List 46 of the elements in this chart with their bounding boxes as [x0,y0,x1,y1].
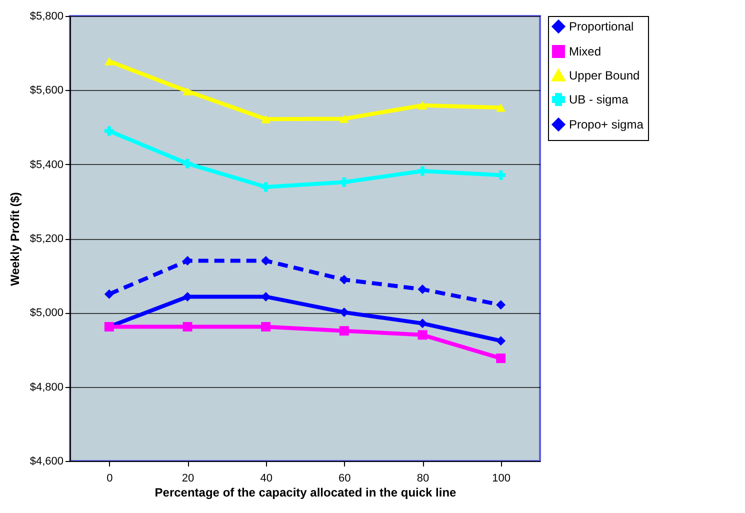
legend-label: Proportional [569,20,634,34]
point [418,166,428,176]
point [104,57,114,66]
point [496,300,506,310]
y-tick-label: $5,600 [30,84,64,97]
point [261,256,271,266]
legend-label: Mixed [569,44,602,58]
x-tick-label: 0 [106,472,113,484]
point [182,158,192,168]
x-tick-label: 40 [260,472,272,484]
legend-label: Propo+ sigma [569,118,644,132]
point [339,308,349,318]
point [261,322,271,332]
y-tick-label: $4,800 [30,381,64,394]
point [418,318,428,328]
point [182,87,192,96]
point [182,322,192,332]
point [339,274,349,284]
point [418,330,428,340]
point [496,103,506,112]
x-tick-label: 100 [492,472,511,484]
y-tick-label: $5,400 [30,158,64,171]
point [418,284,428,294]
point [104,126,114,136]
point [339,114,349,123]
x-tick-label: 60 [338,472,351,484]
x-axis-title: Percentage of the capacity allocated in the quick line [154,486,457,500]
point [261,182,271,192]
point [182,256,192,266]
y-tick-label: $5,800 [30,10,64,22]
point [339,326,349,336]
legend-label: UB - sigma [569,92,629,106]
y-tick-label: $5,200 [30,233,64,245]
x-tick-label: 20 [182,472,194,484]
y-axis-title: Weekly Profit ($) [8,192,22,286]
y-tick-label: $5,000 [30,307,64,320]
legend-label: Upper Bound [569,68,640,82]
point [496,170,506,180]
point [261,114,271,124]
x-tick-label: 80 [416,472,430,484]
point [104,289,114,299]
point [496,354,506,364]
point [418,101,428,110]
point [496,336,506,346]
y-tick-label: $4,600 [30,456,64,468]
point [339,177,349,187]
